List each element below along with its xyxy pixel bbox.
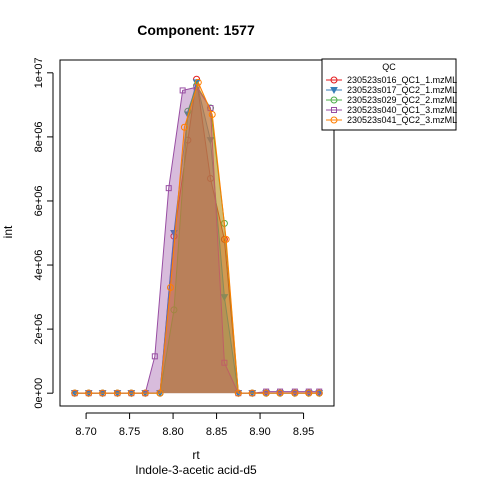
y-tick-label: 4e+06 (33, 250, 45, 281)
series-area (74, 79, 320, 394)
data-point (166, 283, 174, 291)
data-point (222, 235, 230, 243)
data-point (165, 185, 172, 192)
legend: QC 230523s016_QC1_1.mzML230523s017_QC2_1… (321, 58, 457, 131)
legend-label: 230523s029_QC2_2.mzML (347, 95, 457, 105)
legend-marker (330, 116, 338, 124)
legend-item: 230523s029_QC2_2.mzML (326, 95, 457, 105)
data-point (85, 389, 93, 397)
x-axis-subtitle: Indole-3-acetic acid-d5 (135, 463, 257, 477)
y-tick-label: 2e+06 (33, 314, 45, 345)
data-point (276, 389, 284, 397)
series-layer (70, 75, 324, 398)
data-point (184, 107, 192, 115)
data-point (291, 389, 299, 397)
data-point (180, 123, 188, 131)
legend-title: QC (382, 62, 396, 72)
legend-item: 230523s017_QC2_1.mzML (326, 85, 457, 95)
data-point (179, 87, 186, 94)
series-area (74, 82, 320, 394)
data-point (194, 78, 202, 86)
legend-marker (330, 96, 338, 104)
x-tick-label: 8.95 (293, 426, 314, 438)
data-point (156, 389, 164, 397)
data-point (305, 389, 313, 397)
legend-marker (330, 87, 338, 95)
data-point (113, 389, 121, 397)
data-point (234, 389, 242, 397)
legend-label: 230523s041_QC2_3.mzML (347, 115, 457, 125)
y-axis: 0e+00 2e+06 4e+06 6e+06 8e+06 1e+07 (33, 57, 54, 409)
x-axis-label: rt (192, 448, 200, 462)
data-point (151, 353, 158, 360)
data-point (170, 306, 178, 314)
data-point (220, 294, 229, 302)
chart-title: Component: 1577 (137, 22, 255, 38)
data-point (208, 110, 216, 118)
legend-item: 230523s041_QC2_3.mzML (326, 115, 457, 125)
x-axis: 8.70 8.75 8.80 8.85 8.90 8.95 (75, 412, 314, 438)
series-area (74, 87, 320, 394)
y-tick-label: 0e+00 (33, 378, 45, 409)
data-point (315, 389, 323, 397)
x-tick-label: 8.75 (119, 426, 140, 438)
series-line (74, 80, 320, 394)
y-tick-label: 1e+07 (33, 57, 45, 88)
data-point (127, 389, 135, 397)
legend-label: 230523s016_QC1_1.mzML (347, 75, 457, 85)
legend-marker (331, 107, 337, 113)
x-tick-label: 8.90 (249, 426, 270, 438)
legend-marker (330, 76, 338, 84)
plot-frame (59, 59, 335, 407)
y-tick-label: 8e+06 (33, 121, 45, 152)
legend-label: 230523s017_QC2_1.mzML (347, 85, 457, 95)
legend-item: 230523s040_QC1_3.mzML (326, 105, 457, 115)
legend-box (321, 58, 457, 131)
x-tick-label: 8.85 (206, 426, 227, 438)
legend-item: 230523s016_QC1_1.mzML (326, 75, 457, 85)
y-tick-label: 6e+06 (33, 186, 45, 217)
legend-label: 230523s040_QC1_3.mzML (347, 105, 457, 115)
series-5 (71, 78, 323, 397)
series-area (74, 85, 320, 394)
data-point (248, 389, 256, 397)
data-point (71, 389, 79, 397)
data-point (141, 389, 149, 397)
y-axis-label: int (1, 225, 15, 238)
data-point (221, 359, 228, 366)
data-point (99, 389, 107, 397)
x-tick-label: 8.80 (162, 426, 183, 438)
data-point (262, 389, 270, 397)
series-area (74, 82, 320, 394)
x-tick-label: 8.70 (75, 426, 96, 438)
